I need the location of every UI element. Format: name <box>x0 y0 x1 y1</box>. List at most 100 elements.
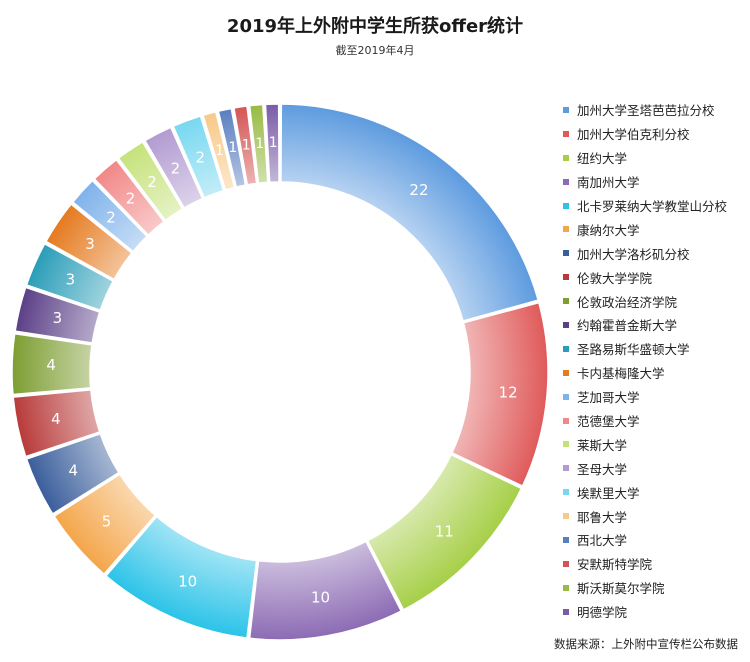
legend-item: 卡内基梅隆大学 <box>563 361 727 385</box>
legend-swatch <box>563 513 569 520</box>
donut-slice-5 <box>105 515 258 639</box>
data-source-note: 数据来源：上外附中宣传栏公布数据 <box>554 637 738 651</box>
slice-value-label: 1 <box>242 138 251 154</box>
legend-item: 伦敦大学学院 <box>563 265 727 289</box>
slice-value-label: 3 <box>53 309 63 327</box>
legend-swatch <box>563 298 569 305</box>
legend-label: 康纳尔大学 <box>577 222 640 238</box>
legend-swatch <box>563 202 569 209</box>
legend-label: 加州大学圣塔芭芭拉分校 <box>577 103 715 119</box>
legend-label: 卡内基梅隆大学 <box>577 366 665 382</box>
legend-label: 伦敦政治经济学院 <box>577 294 678 310</box>
legend-item: 范德堡大学 <box>563 409 727 433</box>
legend-label: 斯沃斯莫尔学院 <box>577 581 665 597</box>
slice-value-label: 2 <box>106 208 116 226</box>
donut-slice-12 <box>44 203 133 281</box>
legend-swatch <box>563 608 569 615</box>
legend-label: 芝加哥大学 <box>577 390 640 406</box>
legend-label: 北卡罗莱纳大学教堂山分校 <box>577 199 728 214</box>
legend-label: 约翰霍普金斯大学 <box>577 318 678 334</box>
slice-value-label: 1 <box>269 135 278 151</box>
legend-item: 安默斯特学院 <box>563 552 727 576</box>
slice-value-label: 5 <box>102 512 112 530</box>
slice-value-label: 2 <box>195 148 205 166</box>
slice-value-label: 10 <box>311 588 330 606</box>
legend-item: 康纳尔大学 <box>563 217 727 241</box>
donut-slice-17 <box>172 115 225 199</box>
donut-slice-20 <box>233 105 258 186</box>
donut-slice-9 <box>11 332 93 396</box>
legend-label: 明德学院 <box>577 605 628 621</box>
legend-item: 芝加哥大学 <box>563 385 727 409</box>
slice-value-label: 10 <box>178 573 197 591</box>
legend-item: 西北大学 <box>563 528 727 552</box>
legend-swatch <box>563 441 569 448</box>
legend-item: 约翰霍普金斯大学 <box>563 313 727 337</box>
legend-swatch <box>563 584 569 591</box>
legend-label: 伦敦大学学院 <box>577 270 653 286</box>
legend-swatch <box>563 536 569 543</box>
legend-item: 斯沃斯莫尔学院 <box>563 576 727 600</box>
slice-value-label: 11 <box>435 523 454 541</box>
legend-label: 埃默里大学 <box>577 485 640 501</box>
chart-title: 2019年上外附中学生所获offer统计 <box>226 16 524 37</box>
legend-item: 加州大学伯克利分校 <box>563 122 727 146</box>
legend-swatch <box>563 250 569 257</box>
slice-value-label: 1 <box>228 140 237 156</box>
donut-slice-22 <box>264 103 280 184</box>
legend-swatch <box>563 465 569 472</box>
slice-value-label: 12 <box>499 383 518 401</box>
legend-label: 莱斯大学 <box>577 437 628 453</box>
slice-value-label: 2 <box>147 173 157 191</box>
legend-label: 圣母大学 <box>577 461 628 477</box>
chart-subtitle: 截至2019年4月 <box>335 44 415 57</box>
legend-swatch <box>563 321 569 328</box>
legend-label: 范德堡大学 <box>577 414 640 430</box>
donut-slice-14 <box>93 158 166 237</box>
legend-label: 南加州大学 <box>577 175 640 191</box>
legend-item: 南加州大学 <box>563 170 727 194</box>
legend-swatch <box>563 130 569 137</box>
slice-value-label: 1 <box>215 143 224 159</box>
legend-swatch <box>563 489 569 496</box>
slice-value-label: 3 <box>85 235 95 253</box>
donut-slice-8 <box>12 388 101 458</box>
legend-swatch <box>563 154 569 161</box>
donut-slice-2 <box>450 301 549 488</box>
donut-slice-6 <box>53 473 157 576</box>
legend-swatch <box>563 560 569 567</box>
legend-swatch <box>563 393 569 400</box>
slice-value-label: 4 <box>46 356 56 374</box>
donut-slice-15 <box>117 140 184 222</box>
slice-value-label: 22 <box>409 181 428 199</box>
legend-label: 耶鲁大学 <box>577 509 628 525</box>
legend-swatch <box>563 226 569 233</box>
donut-slice-16 <box>143 126 204 209</box>
donut-slice-11 <box>25 242 115 312</box>
donut-slice-19 <box>217 107 247 188</box>
legend-label: 加州大学洛杉矶分校 <box>577 246 690 262</box>
legend-swatch <box>563 417 569 424</box>
slice-value-label: 2 <box>126 190 136 208</box>
donut-slice-1 <box>280 103 540 322</box>
slice-value-label: 3 <box>66 271 76 289</box>
donut-slice-10 <box>14 286 101 344</box>
donut-slice-7 <box>25 432 120 515</box>
donut-slice-21 <box>248 103 269 185</box>
legend-label: 圣路易斯华盛顿大学 <box>577 342 690 358</box>
legend-item: 纽约大学 <box>563 146 727 170</box>
legend-item: 埃默里大学 <box>563 480 727 504</box>
legend-item: 北卡罗莱纳大学教堂山分校 <box>563 194 727 218</box>
legend-label: 西北大学 <box>577 533 628 549</box>
slice-value-label: 2 <box>171 159 181 177</box>
slice-value-label: 4 <box>51 410 61 428</box>
donut-slice-3 <box>366 453 523 611</box>
legend-label: 安默斯特学院 <box>577 557 653 573</box>
legend-swatch <box>563 345 569 352</box>
chart-legend: 加州大学圣塔芭芭拉分校加州大学伯克利分校 纽约大学南加州大学北卡罗莱纳大学教堂山分… <box>563 98 727 624</box>
donut-slice-4 <box>248 540 403 641</box>
legend-item: 耶鲁大学 <box>563 504 727 528</box>
slice-value-label: 4 <box>68 461 78 479</box>
donut-slice-13 <box>71 179 149 253</box>
